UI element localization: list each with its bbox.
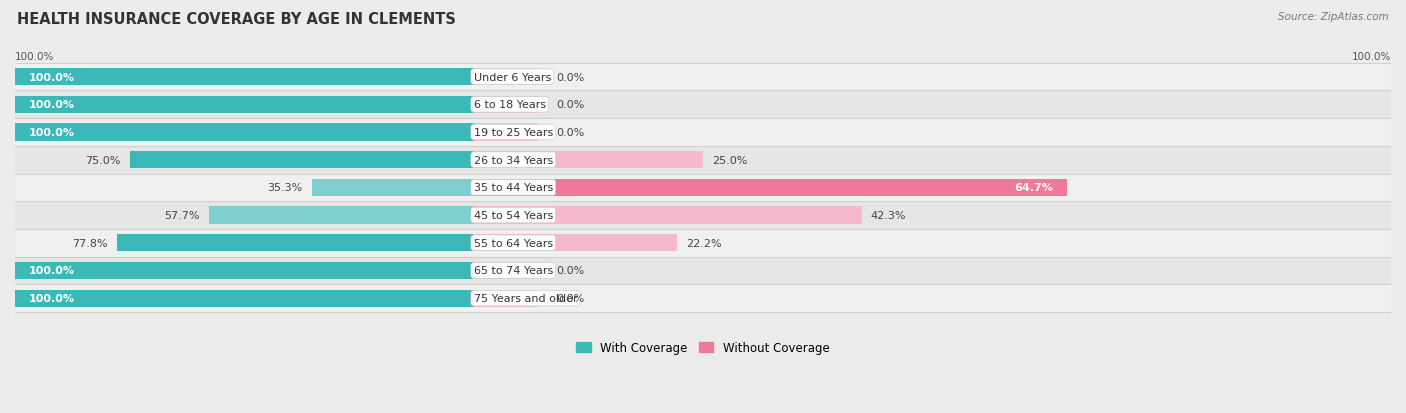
Text: 0.0%: 0.0% — [557, 128, 585, 138]
Text: HEALTH INSURANCE COVERAGE BY AGE IN CLEMENTS: HEALTH INSURANCE COVERAGE BY AGE IN CLEM… — [17, 12, 456, 27]
Bar — [15, 64, 1391, 91]
Bar — [15, 202, 1391, 229]
Bar — [474, 152, 703, 169]
Bar — [209, 207, 474, 224]
Bar — [15, 285, 1391, 312]
Bar — [474, 207, 862, 224]
Text: 100.0%: 100.0% — [28, 294, 75, 304]
Text: 45 to 54 Years: 45 to 54 Years — [474, 211, 553, 221]
Text: 0.0%: 0.0% — [557, 72, 585, 82]
Bar — [15, 147, 1391, 174]
Text: 19 to 25 Years: 19 to 25 Years — [474, 128, 553, 138]
Bar — [129, 152, 474, 169]
Bar — [15, 262, 474, 279]
Bar — [15, 229, 1391, 257]
Text: 6 to 18 Years: 6 to 18 Years — [474, 100, 546, 110]
Bar — [15, 257, 1391, 285]
Text: 77.8%: 77.8% — [72, 238, 108, 248]
Bar — [312, 179, 474, 197]
Text: 100.0%: 100.0% — [28, 72, 75, 82]
Bar — [15, 174, 1391, 202]
Text: Under 6 Years: Under 6 Years — [474, 72, 551, 82]
Text: 57.7%: 57.7% — [165, 211, 200, 221]
Bar — [117, 235, 474, 252]
Bar — [474, 179, 1067, 197]
Text: 75 Years and older: 75 Years and older — [474, 294, 578, 304]
Text: 42.3%: 42.3% — [870, 211, 907, 221]
Text: 65 to 74 Years: 65 to 74 Years — [474, 266, 553, 276]
Bar — [15, 69, 474, 86]
Text: 25.0%: 25.0% — [713, 155, 748, 165]
Text: 22.2%: 22.2% — [686, 238, 723, 248]
Text: 0.0%: 0.0% — [557, 294, 585, 304]
Bar — [15, 119, 1391, 147]
Text: 0.0%: 0.0% — [557, 266, 585, 276]
Bar — [15, 97, 474, 114]
Bar — [474, 97, 538, 114]
Text: 55 to 64 Years: 55 to 64 Years — [474, 238, 553, 248]
Text: 100.0%: 100.0% — [1351, 51, 1391, 62]
Text: 0.0%: 0.0% — [557, 100, 585, 110]
Text: 35.3%: 35.3% — [267, 183, 302, 193]
Bar — [474, 235, 678, 252]
Text: Source: ZipAtlas.com: Source: ZipAtlas.com — [1278, 12, 1389, 22]
Text: 100.0%: 100.0% — [28, 128, 75, 138]
Text: 75.0%: 75.0% — [86, 155, 121, 165]
Text: 100.0%: 100.0% — [28, 100, 75, 110]
Text: 100.0%: 100.0% — [28, 266, 75, 276]
Legend: With Coverage, Without Coverage: With Coverage, Without Coverage — [572, 336, 834, 358]
Bar — [474, 290, 538, 307]
Bar — [15, 91, 1391, 119]
Bar — [474, 69, 538, 86]
Bar — [15, 124, 474, 141]
Text: 35 to 44 Years: 35 to 44 Years — [474, 183, 553, 193]
Text: 64.7%: 64.7% — [1015, 183, 1053, 193]
Bar — [474, 262, 538, 279]
Bar — [15, 290, 474, 307]
Text: 100.0%: 100.0% — [15, 51, 55, 62]
Text: 26 to 34 Years: 26 to 34 Years — [474, 155, 553, 165]
Bar — [474, 124, 538, 141]
